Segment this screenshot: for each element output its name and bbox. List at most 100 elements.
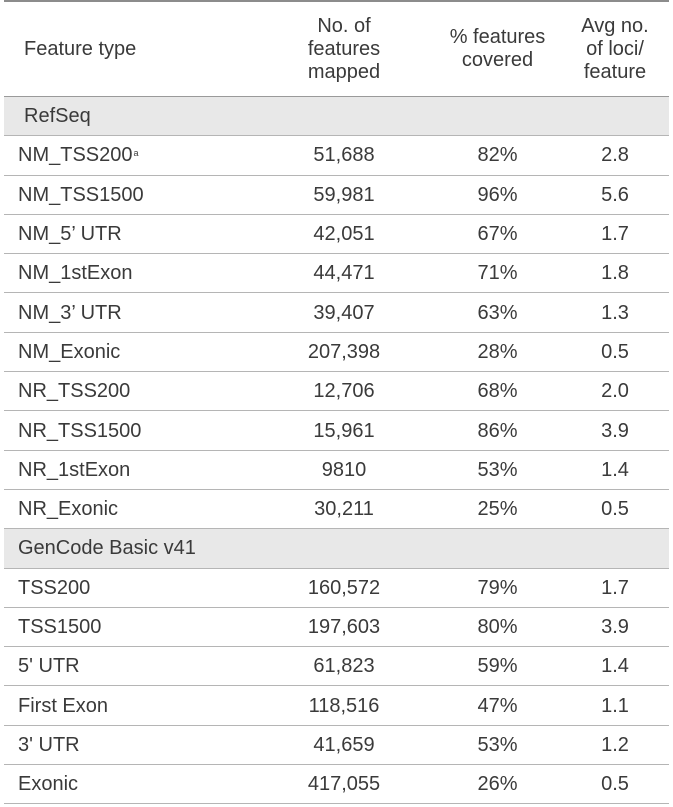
- header-line: covered: [461, 49, 534, 71]
- feature-name: NM_1stExon: [18, 262, 133, 285]
- features-mapped-cell: 207,398: [307, 340, 381, 363]
- section-header-row: RefSeq: [4, 97, 669, 137]
- features-mapped-cell: 9810: [321, 458, 367, 481]
- features-covered-cell: 67%: [477, 223, 518, 246]
- feature-type-cell: NM_3’ UTR: [4, 301, 254, 325]
- avg-loci-cell: 1.1: [601, 694, 629, 717]
- avg-loci-cell: 1.7: [601, 576, 629, 599]
- features-mapped-cell: 61,823: [313, 655, 375, 678]
- avg-loci-cell: 1.4: [601, 458, 629, 481]
- table-row: NR_Exonic 30,211 25% 0.5: [4, 490, 669, 530]
- features-covered-cell: 71%: [477, 262, 518, 285]
- section-title: RefSeq: [24, 105, 91, 128]
- features-mapped-cell: 59,981: [313, 183, 375, 206]
- feature-name: NR_TSS1500: [18, 419, 142, 442]
- header-no-features-mapped: No. of features mapped: [254, 15, 434, 84]
- feature-mapping-table: Feature type No. of features mapped % fe…: [4, 0, 669, 805]
- features-covered-cell: 53%: [477, 733, 518, 756]
- avg-loci-cell: 1.3: [601, 301, 629, 324]
- feature-type-cell: 3' UTR: [4, 733, 254, 757]
- features-mapped-cell: 160,572: [307, 576, 381, 599]
- features-covered-cell: 79%: [477, 576, 518, 599]
- features-mapped-cell: 417,055: [307, 773, 381, 796]
- header-line: No. of: [317, 14, 371, 37]
- header-line: % features: [449, 26, 546, 48]
- avg-loci-cell: 1.4: [601, 655, 629, 678]
- header-line: feature: [583, 60, 647, 83]
- avg-loci-cell: 0.5: [601, 340, 629, 363]
- feature-type-cell: TSS1500: [4, 615, 254, 639]
- table-row: 5' UTR 61,823 59% 1.4: [4, 647, 669, 687]
- feature-type-cell: NM_Exonic: [4, 340, 254, 364]
- table-row: NM_Exonic 207,398 28% 0.5: [4, 333, 669, 373]
- features-covered-cell: 80%: [477, 616, 518, 638]
- avg-loci-cell: 5.6: [601, 183, 629, 206]
- table-row: 3' UTR 41,659 53% 1.2: [4, 726, 669, 766]
- table-row: NR_TSS1500 15,961 86% 3.9: [4, 411, 669, 451]
- features-mapped-cell: 51,688: [313, 144, 375, 167]
- avg-loci-cell: 1.8: [601, 262, 629, 285]
- header-line: features: [307, 37, 381, 60]
- table-header-row: Feature type No. of features mapped % fe…: [4, 2, 669, 97]
- section-title: GenCode Basic v41: [18, 537, 196, 560]
- features-covered-cell: 53%: [477, 458, 518, 481]
- features-mapped-cell: 30,211: [314, 498, 374, 521]
- features-covered-cell: 82%: [477, 144, 518, 167]
- table-row: NM_TSS1500 59,981 96% 5.6: [4, 176, 669, 215]
- feature-type-cell: NR_Exonic: [4, 497, 254, 521]
- feature-type-cell: NM_5’ UTR: [4, 222, 254, 246]
- feature-type-cell: NM_TSS1500: [4, 183, 254, 207]
- table-row: NM_5’ UTR 42,051 67% 1.7: [4, 215, 669, 255]
- feature-name: 3' UTR: [18, 733, 80, 756]
- header-line: of loci/: [586, 37, 644, 60]
- table-row: NR_1stExon 9810 53% 1.4: [4, 451, 669, 490]
- features-covered-cell: 63%: [477, 301, 518, 324]
- avg-loci-cell: 3.9: [601, 419, 629, 442]
- features-covered-cell: 47%: [477, 694, 518, 717]
- avg-loci-cell: 2.0: [601, 380, 629, 403]
- feature-name: NR_1stExon: [18, 458, 131, 481]
- feature-name: NM_Exonic: [18, 340, 121, 363]
- feature-type-cell: NM_TSS200a: [4, 143, 254, 167]
- features-mapped-cell: 15,961: [313, 419, 375, 442]
- feature-type-cell: NR_TSS1500: [4, 419, 254, 443]
- features-covered-cell: 26%: [477, 773, 518, 796]
- table-row: NM_TSS200a 51,688 82% 2.8: [4, 136, 669, 176]
- feature-name: TSS200: [18, 576, 91, 599]
- table-row: NR_TSS200 12,706 68% 2.0: [4, 372, 669, 412]
- feature-type-cell: NM_1stExon: [4, 261, 254, 285]
- feature-type-cell: NR_TSS200: [4, 379, 254, 403]
- features-mapped-cell: 118,516: [308, 694, 380, 717]
- features-mapped-cell: 42,051: [313, 223, 375, 246]
- feature-name: TSS1500: [18, 616, 102, 638]
- table-row: NM_3’ UTR 39,407 63% 1.3: [4, 293, 669, 333]
- features-mapped-cell: 44,471: [313, 262, 375, 285]
- footnote-marker: a: [133, 148, 139, 159]
- features-covered-cell: 25%: [477, 498, 518, 521]
- table-body: RefSeq NM_TSS200a 51,688 82% 2.8 NM_TSS1500 59…: [4, 97, 669, 805]
- feature-name: 5' UTR: [18, 655, 80, 678]
- header-line: mapped: [307, 60, 381, 83]
- feature-type-cell: TSS200: [4, 576, 254, 600]
- header-feature-type: Feature type: [24, 37, 137, 60]
- table-row: First Exon 118,516 47% 1.1: [4, 686, 669, 726]
- section-header-row: GenCode Basic v41: [4, 529, 669, 569]
- feature-name: First Exon: [18, 694, 109, 717]
- features-covered-cell: 28%: [477, 340, 518, 363]
- feature-type-cell: First Exon: [4, 694, 254, 718]
- avg-loci-cell: 0.5: [601, 498, 629, 521]
- avg-loci-cell: 2.8: [601, 144, 629, 167]
- avg-loci-cell: 0.5: [601, 773, 629, 796]
- features-covered-cell: 96%: [477, 183, 518, 206]
- features-mapped-cell: 41,659: [313, 733, 375, 756]
- features-mapped-cell: 197,603: [307, 616, 381, 638]
- table-row: TSS1500 197,603 80% 3.9: [4, 608, 669, 648]
- feature-type-cell: 5' UTR: [4, 654, 254, 678]
- features-mapped-cell: 12,706: [313, 380, 375, 403]
- features-covered-cell: 86%: [477, 419, 518, 442]
- feature-name: NM_TSS1500: [18, 183, 144, 206]
- features-covered-cell: 68%: [477, 380, 518, 403]
- feature-type-cell: Exonic: [4, 772, 254, 796]
- table-row: NM_1stExon 44,471 71% 1.8: [4, 254, 669, 294]
- header-pct-features-covered: % features covered: [434, 26, 561, 72]
